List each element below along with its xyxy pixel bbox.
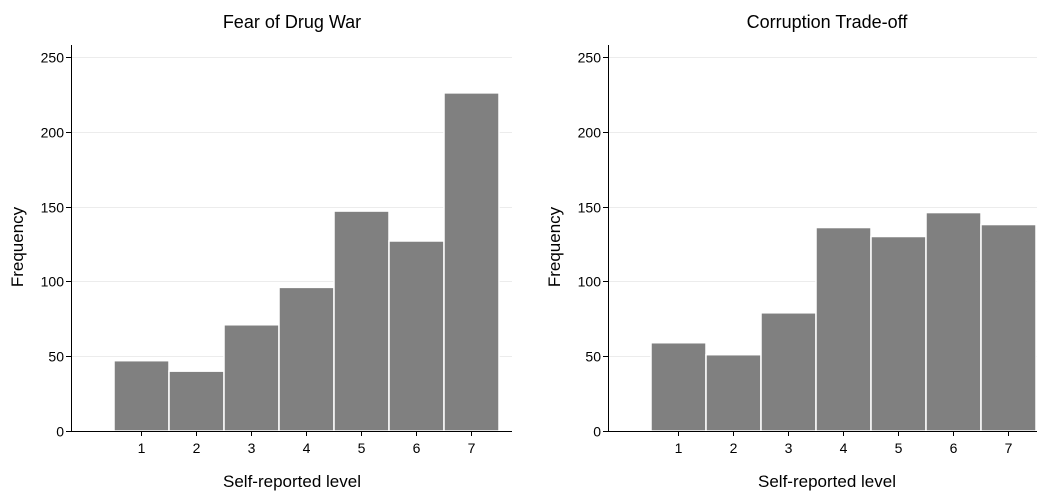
bar-6 [388, 240, 445, 432]
bar-4 [815, 226, 872, 432]
y-axis-label: Frequency [8, 206, 27, 287]
bar-2 [168, 370, 225, 432]
y-tick-label: 150 [578, 200, 602, 216]
chart-fear-of-drug-war: Fear of Drug War Frequency Self-reported… [8, 12, 512, 491]
x-tick-label: 1 [675, 440, 683, 456]
y-tick-label: 50 [585, 349, 601, 365]
y-tick-label: 0 [593, 424, 601, 440]
y-tick-label: 150 [41, 200, 65, 216]
axes [71, 45, 512, 432]
bar-5 [333, 210, 390, 432]
bar-7 [980, 223, 1037, 432]
chart-title: Corruption Trade-off [747, 12, 909, 32]
axes [608, 45, 1037, 432]
x-tick-label: 5 [895, 440, 903, 456]
x-tick-label: 3 [785, 440, 793, 456]
y-ticks: 0 50 100 150 200 250 [41, 50, 71, 440]
bar-3 [223, 324, 280, 432]
bar-2 [705, 353, 762, 432]
x-tick-label: 6 [950, 440, 958, 456]
y-tick-label: 0 [56, 424, 64, 440]
chart-corruption-trade-off: Corruption Trade-off Frequency Self-repo… [545, 12, 1037, 491]
y-tick-label: 200 [578, 125, 602, 141]
x-axis-label: Self-reported level [758, 472, 896, 491]
x-tick-label: 2 [730, 440, 738, 456]
x-tick-label: 3 [248, 440, 256, 456]
y-axis-label: Frequency [545, 206, 564, 287]
bars [113, 92, 500, 432]
x-tick-label: 4 [840, 440, 848, 456]
x-tick-label: 5 [358, 440, 366, 456]
x-tick-label: 6 [413, 440, 421, 456]
y-tick-label: 100 [41, 274, 65, 290]
y-tick-label: 200 [41, 125, 65, 141]
x-tick-label: 7 [468, 440, 476, 456]
y-ticks: 0 50 100 150 200 250 [578, 50, 608, 440]
bar-1 [650, 341, 707, 432]
y-tick-label: 100 [578, 274, 602, 290]
bar-5 [870, 235, 927, 432]
bar-4 [278, 286, 335, 432]
bar-6 [925, 211, 982, 432]
bars [650, 211, 1037, 432]
x-tick-label: 2 [193, 440, 201, 456]
chart-title: Fear of Drug War [223, 12, 361, 32]
x-tick-label: 7 [1005, 440, 1013, 456]
y-tick-label: 250 [41, 50, 65, 66]
y-tick-label: 250 [578, 50, 602, 66]
bar-7 [443, 92, 500, 432]
bar-1 [113, 359, 170, 432]
x-axis-label: Self-reported level [223, 472, 361, 491]
x-ticks: 1 2 3 4 5 6 7 [138, 431, 476, 456]
x-ticks: 1 2 3 4 5 6 7 [675, 431, 1013, 456]
x-tick-label: 1 [138, 440, 146, 456]
x-tick-label: 4 [303, 440, 311, 456]
bar-3 [760, 312, 817, 432]
y-tick-label: 50 [48, 349, 64, 365]
